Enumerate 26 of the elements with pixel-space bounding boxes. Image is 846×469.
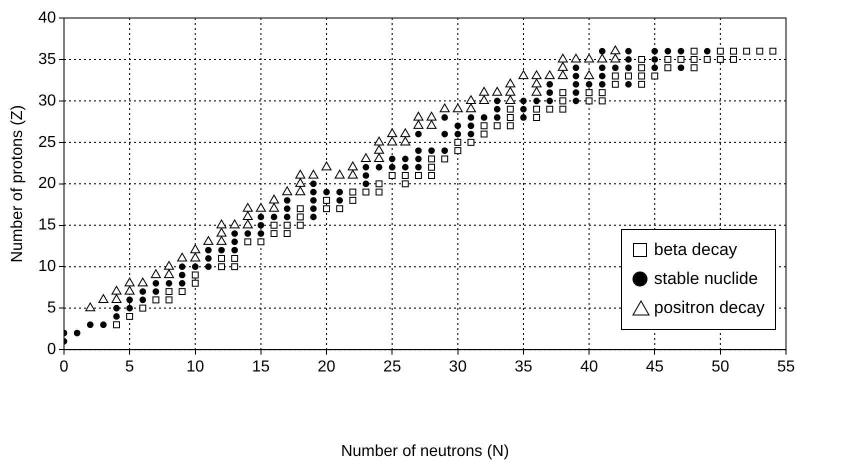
y-tick-label: 5 bbox=[47, 300, 56, 317]
legend-label: stable nuclide bbox=[654, 269, 758, 290]
x-tick-label: 50 bbox=[711, 358, 730, 376]
x-tick-label: 25 bbox=[383, 358, 402, 376]
x-axis-title: Number of neutrons (N) bbox=[340, 442, 510, 460]
y-tick-label: 25 bbox=[38, 134, 56, 151]
x-tick-label: 5 bbox=[125, 358, 134, 376]
x-tick-label: 0 bbox=[60, 358, 69, 376]
x-tick-label: 55 bbox=[777, 358, 795, 376]
x-tick-label: 35 bbox=[514, 358, 532, 376]
legend-label: beta decay bbox=[654, 240, 738, 260]
y-tick-label: 10 bbox=[38, 258, 56, 276]
x-tick-label: 40 bbox=[580, 358, 598, 376]
x-tick-label: 15 bbox=[252, 358, 270, 376]
x-tick-label: 20 bbox=[318, 358, 336, 376]
y-tick-label: 30 bbox=[38, 92, 56, 110]
legend-label: positron decay bbox=[654, 298, 765, 318]
y-tick-label: 15 bbox=[38, 216, 56, 234]
y-tick-label: 35 bbox=[38, 50, 56, 68]
y-tick-label: 0 bbox=[47, 341, 56, 358]
y-tick-label: 40 bbox=[38, 9, 56, 26]
x-tick-label: 30 bbox=[448, 358, 467, 376]
y-tick-label: 20 bbox=[38, 175, 56, 192]
y-axis-title: Number of protons (Z) bbox=[9, 105, 26, 262]
x-tick-label: 10 bbox=[186, 358, 204, 376]
x-tick-label: 45 bbox=[646, 358, 664, 376]
